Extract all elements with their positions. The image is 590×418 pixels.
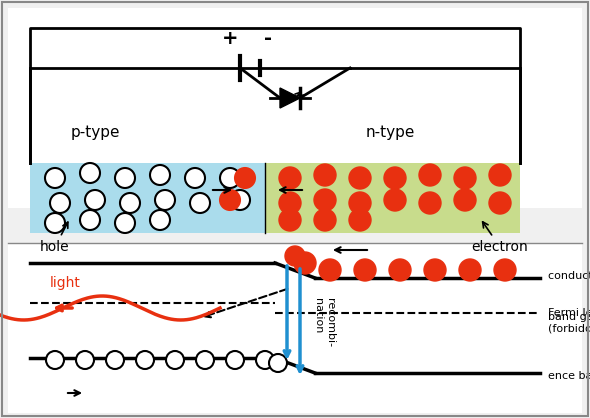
Text: light: light (50, 276, 80, 290)
Circle shape (185, 168, 205, 188)
Circle shape (230, 190, 250, 210)
Circle shape (115, 168, 135, 188)
Text: -: - (264, 29, 272, 48)
Circle shape (190, 193, 210, 213)
Circle shape (45, 213, 65, 233)
Text: conduction band: conduction band (548, 271, 590, 281)
Circle shape (459, 259, 481, 281)
Circle shape (389, 259, 411, 281)
Circle shape (419, 164, 441, 186)
Circle shape (424, 259, 446, 281)
Polygon shape (280, 88, 300, 108)
Circle shape (454, 167, 476, 189)
Text: n-type: n-type (365, 125, 415, 140)
Text: +: + (222, 29, 238, 48)
Text: ence band: ence band (548, 371, 590, 381)
Circle shape (50, 193, 70, 213)
Circle shape (226, 351, 244, 369)
Circle shape (285, 246, 305, 266)
Circle shape (384, 167, 406, 189)
FancyBboxPatch shape (8, 8, 582, 208)
Circle shape (106, 351, 124, 369)
Circle shape (150, 165, 170, 185)
Circle shape (349, 167, 371, 189)
Circle shape (220, 190, 240, 210)
Circle shape (76, 351, 94, 369)
Text: hole: hole (40, 222, 70, 254)
Circle shape (115, 213, 135, 233)
Text: Fermi level: Fermi level (548, 308, 590, 318)
Circle shape (279, 209, 301, 231)
Circle shape (494, 259, 516, 281)
Circle shape (294, 252, 316, 274)
Circle shape (80, 210, 100, 230)
Circle shape (489, 192, 511, 214)
Text: electron: electron (471, 222, 529, 254)
Circle shape (419, 192, 441, 214)
FancyBboxPatch shape (30, 163, 265, 233)
Circle shape (279, 192, 301, 214)
Circle shape (256, 351, 274, 369)
Circle shape (136, 351, 154, 369)
Circle shape (454, 189, 476, 211)
Circle shape (120, 193, 140, 213)
Text: band gap
(forbidden band): band gap (forbidden band) (548, 312, 590, 334)
Circle shape (220, 168, 240, 188)
Circle shape (349, 192, 371, 214)
Circle shape (235, 168, 255, 188)
Circle shape (155, 190, 175, 210)
Circle shape (46, 351, 64, 369)
Circle shape (279, 167, 301, 189)
Circle shape (354, 259, 376, 281)
Circle shape (85, 190, 105, 210)
Circle shape (196, 351, 214, 369)
Circle shape (489, 164, 511, 186)
Circle shape (314, 164, 336, 186)
Circle shape (150, 210, 170, 230)
Circle shape (384, 189, 406, 211)
Circle shape (45, 168, 65, 188)
Circle shape (319, 259, 341, 281)
FancyBboxPatch shape (265, 163, 520, 233)
Text: p-type: p-type (70, 125, 120, 140)
Circle shape (314, 189, 336, 211)
Circle shape (314, 209, 336, 231)
Circle shape (269, 354, 287, 372)
FancyBboxPatch shape (8, 243, 582, 413)
Circle shape (349, 209, 371, 231)
Text: recombi-
nation: recombi- nation (313, 298, 335, 347)
Circle shape (166, 351, 184, 369)
Circle shape (80, 163, 100, 183)
